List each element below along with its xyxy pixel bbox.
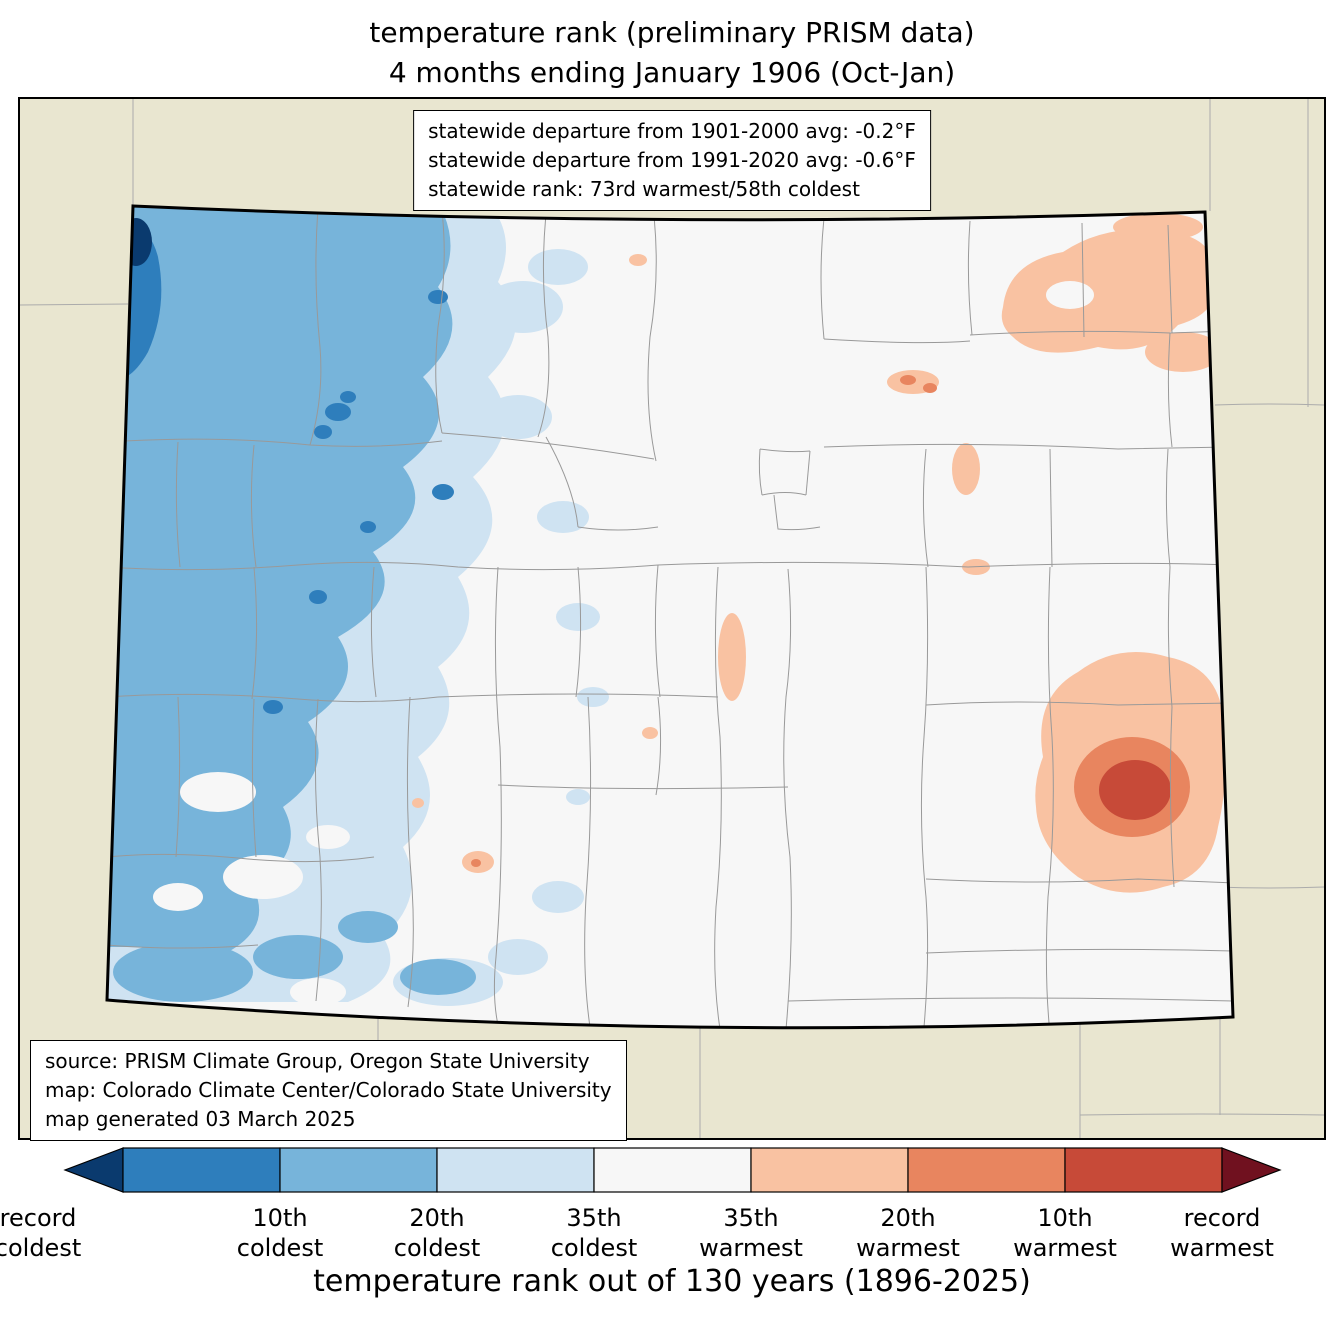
source-attribution-box: source: PRISM Climate Group, Oregon Stat… (30, 1040, 627, 1141)
colorbar-segment-10th-warmest (1064, 1147, 1223, 1193)
stats-statewide-rank: statewide rank: 73rd warmest/58th coldes… (428, 177, 860, 201)
legend-label-record-coldest: record coldest (0, 1204, 82, 1262)
colorbar-segment-20th-coldest (279, 1147, 438, 1193)
stats-departure-1901-2000: statewide departure from 1901-2000 avg: … (428, 119, 916, 143)
region-neutral-holes (153, 281, 1094, 1006)
region-warm-strong (1099, 760, 1171, 820)
colorbar-segment-20th-warmest (907, 1147, 1066, 1193)
legend-label-20th-warmest: 20th warmest (856, 1204, 960, 1262)
colorbar-arrow-record-warmest (1221, 1147, 1282, 1193)
map-title-line2: 4 months ending January 1906 (Oct-Jan) (388, 56, 956, 89)
colorbar-segment-35th-warmest (750, 1147, 909, 1193)
generated-date-line: map generated 03 March 2025 (45, 1107, 356, 1131)
colorbar-segment-10th-coldest (122, 1147, 281, 1193)
stats-departure-1991-2020: statewide departure from 1991-2020 avg: … (428, 148, 916, 172)
temperature-rank-colorbar (63, 1147, 1282, 1193)
map-canvas (18, 97, 1326, 1140)
colorbar-segment-neutral (593, 1147, 752, 1193)
state-border (105, 204, 1235, 1030)
legend-label-20th-coldest: 20th coldest (393, 1204, 481, 1262)
map-frame-border (18, 97, 1326, 1140)
legend-label-record-warmest: record warmest (1170, 1204, 1274, 1262)
legend-label-10th-coldest: 10th coldest (236, 1204, 324, 1262)
map-credit-line: map: Colorado Climate Center/Colorado St… (45, 1078, 612, 1102)
statewide-stats-box: statewide departure from 1901-2000 avg: … (413, 110, 931, 211)
source-line: source: PRISM Climate Group, Oregon Stat… (45, 1049, 590, 1073)
legend-label-35th-warmest: 35th warmest (699, 1204, 803, 1262)
map-title-line1: temperature rank (preliminary PRISM data… (369, 16, 975, 49)
colorbar-caption: temperature rank out of 130 years (1896-… (313, 1264, 1031, 1299)
colorbar-arrow-record-coldest (63, 1147, 124, 1193)
colorbar-segment-35th-coldest (436, 1147, 595, 1193)
neighbor-lines (19, 99, 1325, 1138)
legend-label-35th-coldest: 35th coldest (550, 1204, 638, 1262)
legend-label-10th-warmest: 10th warmest (1013, 1204, 1117, 1262)
county-lines (107, 207, 1233, 1028)
colorado-map-svg (18, 97, 1326, 1140)
